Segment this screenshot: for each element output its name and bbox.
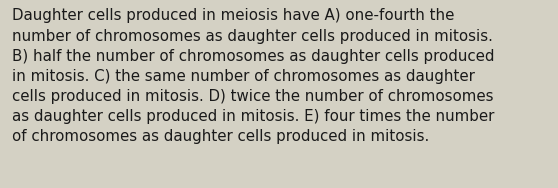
Text: Daughter cells produced in meiosis have A) one-fourth the
number of chromosomes : Daughter cells produced in meiosis have … [12, 8, 495, 144]
